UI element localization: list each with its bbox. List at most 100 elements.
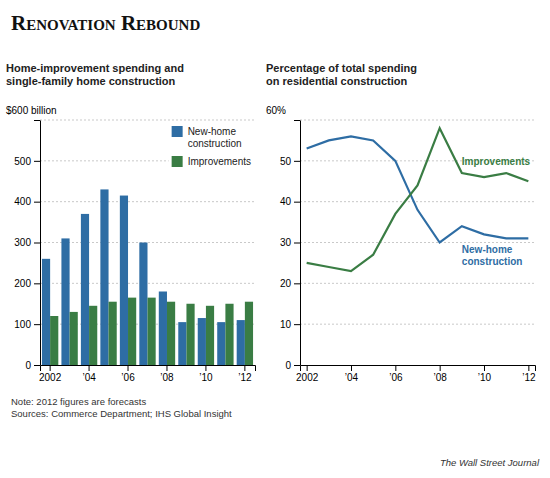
y-tick: 40 [280, 196, 300, 207]
bar [42, 259, 50, 365]
chart-svg: Renovation Rebound2002’04’06’08’10’12010… [0, 0, 550, 478]
y-tick-label: 400 [14, 196, 31, 207]
y-tick: 0 [25, 360, 40, 371]
x-tick-label: ’08 [433, 372, 447, 383]
grid [300, 120, 535, 324]
text-line: New-home [188, 126, 237, 137]
bar-series [42, 189, 245, 365]
x-tick-mark [244, 365, 245, 371]
x-tick-mark [89, 365, 90, 371]
bar [50, 316, 58, 365]
x-tick-mark [205, 365, 206, 371]
x-tick-label: ’06 [389, 372, 403, 383]
y-tick-label: 40 [280, 196, 292, 207]
x-tick: ’08 [160, 365, 174, 383]
x-tick-mark [50, 365, 51, 371]
y-tick: 100 [14, 319, 40, 330]
marks [42, 189, 253, 365]
bar [128, 298, 136, 365]
legend-label: New-homeconstruction [188, 126, 242, 149]
legend-swatch [172, 126, 183, 137]
text-line: Note: 2012 figures are forecasts [11, 396, 146, 407]
bar [206, 306, 214, 365]
y-tick-mark [294, 324, 300, 325]
legend-item: Improvements [172, 156, 251, 167]
x-tick: ’06 [121, 365, 135, 383]
x-tick-mark [484, 365, 485, 371]
y-tick-label: 0 [285, 360, 291, 371]
x-tick-label: 2002 [39, 372, 62, 383]
line [307, 128, 529, 271]
credit: The Wall Street Journal [440, 457, 540, 468]
y-tick-mark [294, 283, 300, 284]
y-tick-label: 30 [280, 237, 292, 248]
x-tick: ’04 [82, 365, 96, 383]
bar [120, 196, 128, 365]
x-tick-mark [528, 365, 529, 371]
y-axis: 0 10 20 30 40 50 60% [266, 105, 301, 371]
y-tick-label: 500 [14, 156, 31, 167]
x-tick-mark [351, 365, 352, 371]
y-tick: 400 [14, 196, 40, 207]
y-tick-label: $600 billion [6, 105, 57, 116]
x-tick: ’10 [199, 365, 213, 383]
grid-line [40, 201, 255, 202]
bar [61, 238, 69, 365]
text-line: Home-improvement spending and [6, 62, 184, 74]
chart-container: Renovation Rebound2002’04’06’08’10’12010… [0, 0, 550, 478]
y-tick-label: 300 [14, 237, 31, 248]
y-axis-line [300, 121, 301, 366]
x-tick: ’04 [345, 365, 359, 383]
y-tick: 60% [266, 105, 300, 121]
x-tick-mark [166, 365, 167, 371]
x-axis: 2002’04’06’08’10’12 [39, 365, 255, 383]
text-line: Improvements [462, 156, 531, 167]
legend-swatch [172, 156, 183, 167]
bar [100, 189, 108, 365]
x-tick-label: ’10 [199, 372, 213, 383]
x-tick-label: 2002 [296, 372, 319, 383]
grid-line [300, 120, 535, 121]
x-tick-mark [307, 365, 308, 371]
bar [148, 298, 156, 365]
series-label: New-homeconstruction [462, 244, 523, 267]
y-tick: 200 [14, 278, 40, 289]
grid-line [300, 324, 535, 325]
text-line: The Wall Street Journal [440, 457, 540, 468]
y-tick-label: 50 [280, 156, 292, 167]
bar-series [50, 298, 253, 365]
x-tick-label: ’08 [160, 372, 174, 383]
bar [89, 306, 97, 365]
x-tick: ’08 [433, 365, 447, 383]
x-tick: ’06 [389, 365, 403, 383]
text-line: on residential construction [266, 75, 407, 87]
text-line: construction [188, 138, 242, 149]
bar [81, 214, 89, 365]
x-tick-mark [128, 365, 129, 371]
y-tick-label: 0 [25, 360, 31, 371]
x-tick-label: ’04 [345, 372, 359, 383]
x-axis-line [301, 366, 536, 372]
x-tick-label: ’10 [478, 372, 492, 383]
y-tick-label: 100 [14, 319, 31, 330]
bar [70, 312, 78, 365]
y-tick: 0 [285, 360, 300, 371]
y-tick-mark [34, 365, 40, 366]
y-tick-label: 10 [280, 319, 292, 330]
bar [225, 304, 233, 365]
x-tick-mark [440, 365, 441, 371]
subtitle: Home-improvement spending andsingle-fami… [6, 62, 184, 87]
x-axis-line [41, 366, 256, 372]
y-tick: 20 [280, 278, 300, 289]
y-tick: 500 [14, 156, 40, 167]
y-tick-mark [34, 243, 40, 244]
x-axis: 2002’04’06’08’10’12 [296, 365, 536, 383]
text-line: single-family home construction [6, 75, 176, 87]
marks [307, 128, 529, 271]
x-tick: 2002 [39, 365, 62, 383]
y-tick-mark [34, 202, 40, 203]
y-tick-mark [294, 161, 300, 162]
y-tick: 50 [280, 156, 300, 167]
panel: 2002’04’06’08’10’120100200300400500$600 … [6, 105, 256, 384]
legend: New-homeconstruction Improvements [169, 123, 254, 170]
